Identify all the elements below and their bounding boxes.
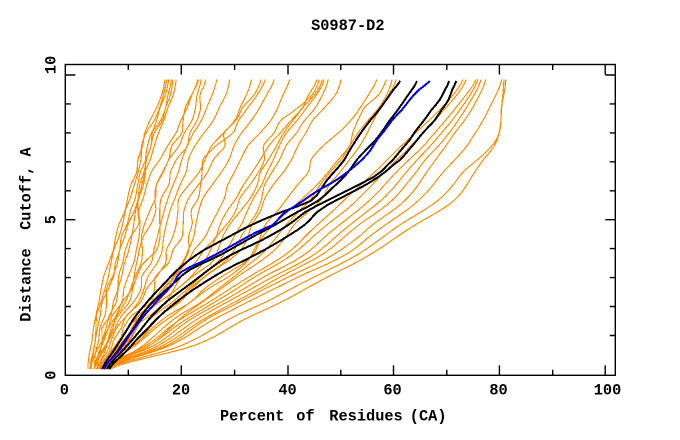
svg-text:0: 0	[60, 381, 69, 399]
svg-text:100: 100	[594, 381, 622, 399]
svg-text:S0987-D2: S0987-D2	[311, 17, 384, 35]
svg-text:Residues: Residues	[329, 408, 402, 426]
svg-text:0: 0	[42, 371, 60, 380]
svg-text:40: 40	[278, 381, 296, 399]
svg-text:Distance Cutoff, A: Distance Cutoff, A	[18, 146, 36, 321]
svg-text:10: 10	[42, 56, 60, 74]
svg-text:60: 60	[383, 381, 401, 399]
svg-text:5: 5	[42, 215, 60, 224]
svg-text:of: of	[296, 408, 314, 426]
svg-text:(CA): (CA)	[410, 408, 447, 426]
svg-text:80: 80	[489, 381, 507, 399]
svg-text:20: 20	[172, 381, 190, 399]
svg-text:Percent: Percent	[220, 408, 284, 426]
